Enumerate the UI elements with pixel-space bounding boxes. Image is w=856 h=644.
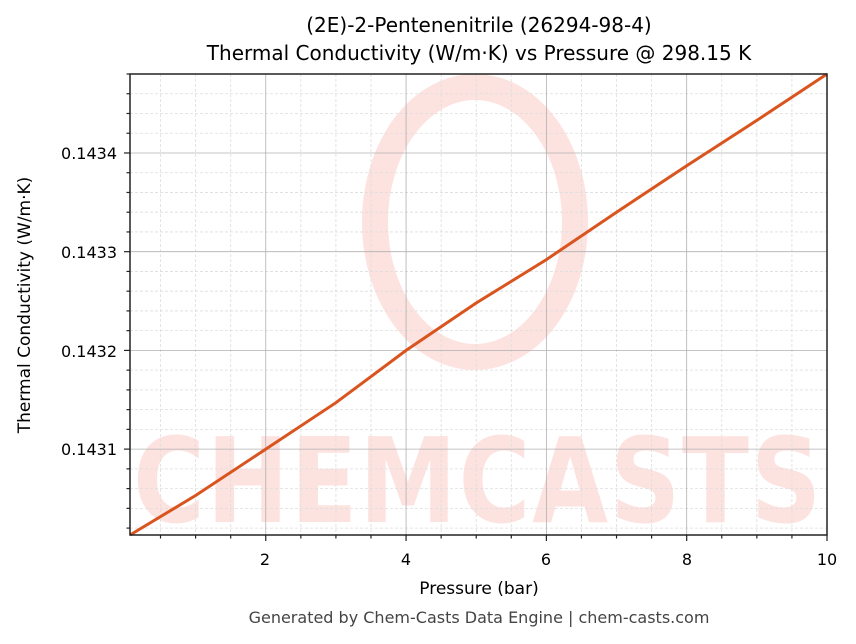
watermark-text: CHEMCASTS xyxy=(133,412,823,550)
footer-credit: Generated by Chem-Casts Data Engine | ch… xyxy=(248,608,710,627)
y-tick-label: 0.1433 xyxy=(61,243,117,262)
y-axis-label: Thermal Conductivity (W/m·K) xyxy=(15,177,35,435)
x-tick-labels: 2 4 6 8 10 xyxy=(260,550,837,569)
chart-title-property: Thermal Conductivity (W/m·K) vs Pressure… xyxy=(206,41,752,65)
x-axis-label: Pressure (bar) xyxy=(419,579,538,599)
y-tick-label: 0.1431 xyxy=(61,440,117,459)
watermark-logo-icon xyxy=(362,74,588,370)
data-line xyxy=(129,72,828,537)
chart-title-compound: (2E)-2-Pentenenitrile (26294-98-4) xyxy=(306,13,652,37)
watermark: CHEMCASTS xyxy=(133,74,823,550)
y-tick-label: 0.1432 xyxy=(61,342,117,361)
x-tick-label: 10 xyxy=(817,550,837,569)
y-tick-label: 0.1434 xyxy=(61,144,117,163)
plot-frame xyxy=(129,73,828,536)
x-tick-label: 4 xyxy=(401,550,411,569)
y-tick-labels: 0.1431 0.1432 0.1433 0.1434 xyxy=(61,144,117,459)
x-tick-label: 8 xyxy=(682,550,692,569)
x-tick-label: 6 xyxy=(541,550,551,569)
axis-ticks xyxy=(124,73,828,541)
x-tick-label: 2 xyxy=(260,550,270,569)
